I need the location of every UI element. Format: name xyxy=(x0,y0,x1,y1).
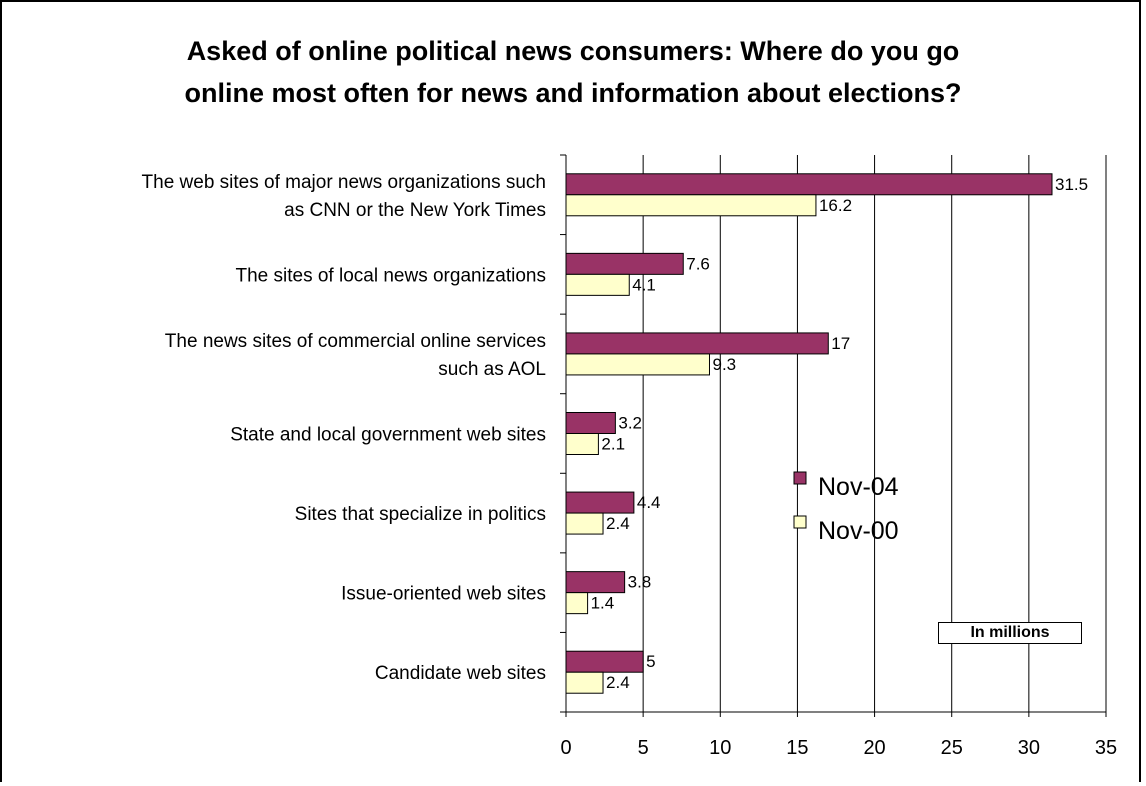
data-label-nov-04-2: 17 xyxy=(831,334,850,353)
x-tick-label-1: 5 xyxy=(638,737,649,759)
x-tick-label-3: 15 xyxy=(786,737,808,759)
data-label-nov-00-6: 2.4 xyxy=(606,673,630,692)
legend-label-nov-00: Nov-00 xyxy=(818,517,899,545)
category-label-5: Issue-oriented web sites xyxy=(341,584,546,605)
data-label-nov-00-0: 16.2 xyxy=(819,196,852,215)
category-label-6: Candidate web sites xyxy=(375,663,546,684)
data-label-nov-00-5: 1.4 xyxy=(591,594,615,613)
data-label-nov-04-5: 3.8 xyxy=(628,573,652,592)
x-tick-label-0: 0 xyxy=(560,737,571,759)
x-tick-label-4: 20 xyxy=(863,737,885,759)
data-label-nov-04-0: 31.5 xyxy=(1055,175,1088,194)
category-label-2-line-0: The news sites of commercial online serv… xyxy=(165,331,546,352)
bar-nov-00-2 xyxy=(565,353,710,376)
category-label-3: State and local government web sites xyxy=(230,425,546,446)
bar-nov-00-1 xyxy=(565,273,630,296)
bar-nov-00-5 xyxy=(565,592,589,615)
chart-title-line-1: Asked of online political news consumers… xyxy=(186,36,960,66)
data-label-nov-04-4: 4.4 xyxy=(637,493,661,512)
bar-nov-00-4 xyxy=(565,512,604,535)
bar-nov-04-1 xyxy=(565,252,684,275)
x-tick-label-6: 30 xyxy=(1018,737,1040,759)
x-tick-label-2: 10 xyxy=(709,737,731,759)
legend-swatch-nov-00 xyxy=(793,515,807,529)
bar-nov-00-6 xyxy=(565,671,604,694)
bar-nov-04-6 xyxy=(565,650,644,673)
bar-nov-00-0 xyxy=(565,194,817,217)
bar-nov-04-5 xyxy=(565,571,626,594)
category-label-0-line-0: The web sites of major news organization… xyxy=(142,172,546,193)
bar-nov-00-3 xyxy=(565,433,599,455)
data-label-nov-00-4: 2.4 xyxy=(606,514,630,533)
category-label-1: The sites of local news organizations xyxy=(236,265,547,286)
x-tick-label-7: 35 xyxy=(1095,737,1117,759)
category-label-0-line-1: as CNN or the New York Times xyxy=(284,200,546,221)
data-label-nov-00-3: 2.1 xyxy=(601,435,625,454)
category-label-2-line-1: such as AOL xyxy=(438,359,546,380)
legend-label-nov-04: Nov-04 xyxy=(818,473,899,501)
chart-title-line-2: online most often for news and informati… xyxy=(184,78,962,108)
data-label-nov-00-2: 9.3 xyxy=(712,355,736,374)
units-note: In millions xyxy=(938,622,1082,644)
data-label-nov-04-3: 3.2 xyxy=(618,414,642,433)
data-label-nov-04-6: 5 xyxy=(646,652,655,671)
bar-nov-04-3 xyxy=(565,412,616,434)
chart-title: Asked of online political news consumers… xyxy=(0,30,1146,114)
bar-nov-04-4 xyxy=(565,491,635,514)
data-label-nov-00-1: 4.1 xyxy=(632,275,656,294)
bar-nov-04-0 xyxy=(565,173,1053,196)
bar-nov-04-2 xyxy=(565,332,829,355)
category-label-4: Sites that specialize in politics xyxy=(295,504,546,525)
x-tick-label-5: 25 xyxy=(941,737,963,759)
data-label-nov-04-1: 7.6 xyxy=(686,254,710,273)
legend-swatch-nov-04 xyxy=(793,471,807,485)
